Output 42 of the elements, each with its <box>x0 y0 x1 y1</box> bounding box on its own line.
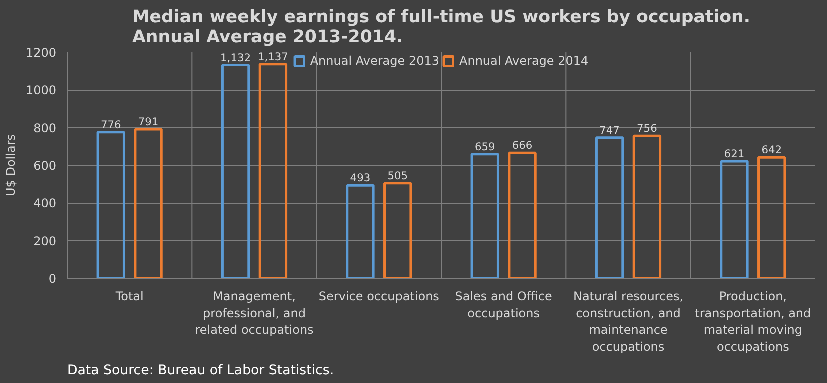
bar <box>96 131 126 278</box>
data-label: 642 <box>762 144 782 157</box>
data-label: 1,137 <box>258 50 288 64</box>
data-label: 747 <box>600 124 620 137</box>
data-label: 1,132 <box>220 51 252 64</box>
data-label: 666 <box>512 139 533 152</box>
bar <box>384 182 412 278</box>
legend-label: Annual Average 2013 <box>310 54 440 68</box>
bar <box>134 128 163 278</box>
source-note: Data Source: Bureau of Labor Statistics. <box>68 364 334 378</box>
x-tick-label: Management, professional, and related occupations <box>195 290 314 338</box>
chart-title: Median weekly earnings of full-time US workers by occupation. Annual Average 2013-2014. <box>132 8 750 48</box>
x-tick-label: Service occupations <box>318 290 440 304</box>
y-tick-label: 200 <box>34 234 56 248</box>
data-label: 505 <box>388 169 408 182</box>
y-axis-title: U$ Dollars <box>4 134 18 197</box>
bar <box>595 136 624 278</box>
bar <box>508 152 537 278</box>
y-tick-label: 1200 <box>26 46 57 60</box>
y-tick-label: 0 <box>48 272 57 286</box>
x-tick-label: Production, transportation, and material moving occupations <box>695 290 812 354</box>
data-label: 493 <box>350 172 371 185</box>
data-label: 776 <box>100 118 122 132</box>
bar <box>758 156 786 278</box>
y-tick-label: 600 <box>34 159 56 173</box>
data-label: 659 <box>474 140 496 154</box>
data-label: 621 <box>724 148 745 161</box>
bar <box>346 184 375 278</box>
bar <box>221 64 250 278</box>
data-label: 791 <box>138 116 159 129</box>
bar <box>258 63 288 278</box>
x-tick-label: Total <box>114 290 144 304</box>
data-label: 756 <box>637 122 658 136</box>
bar <box>470 153 500 278</box>
y-tick-label: 1000 <box>26 84 57 98</box>
x-tick-label: Sales and Office occupations <box>455 290 552 320</box>
legend-label: Annual Average 2014 <box>460 54 589 68</box>
x-tick-label: Natural resources, construction, and maintenance occupations <box>573 290 684 354</box>
bar <box>632 134 662 278</box>
bar <box>720 160 749 278</box>
y-tick-label: 400 <box>34 196 56 211</box>
y-tick-label: 800 <box>34 121 56 136</box>
